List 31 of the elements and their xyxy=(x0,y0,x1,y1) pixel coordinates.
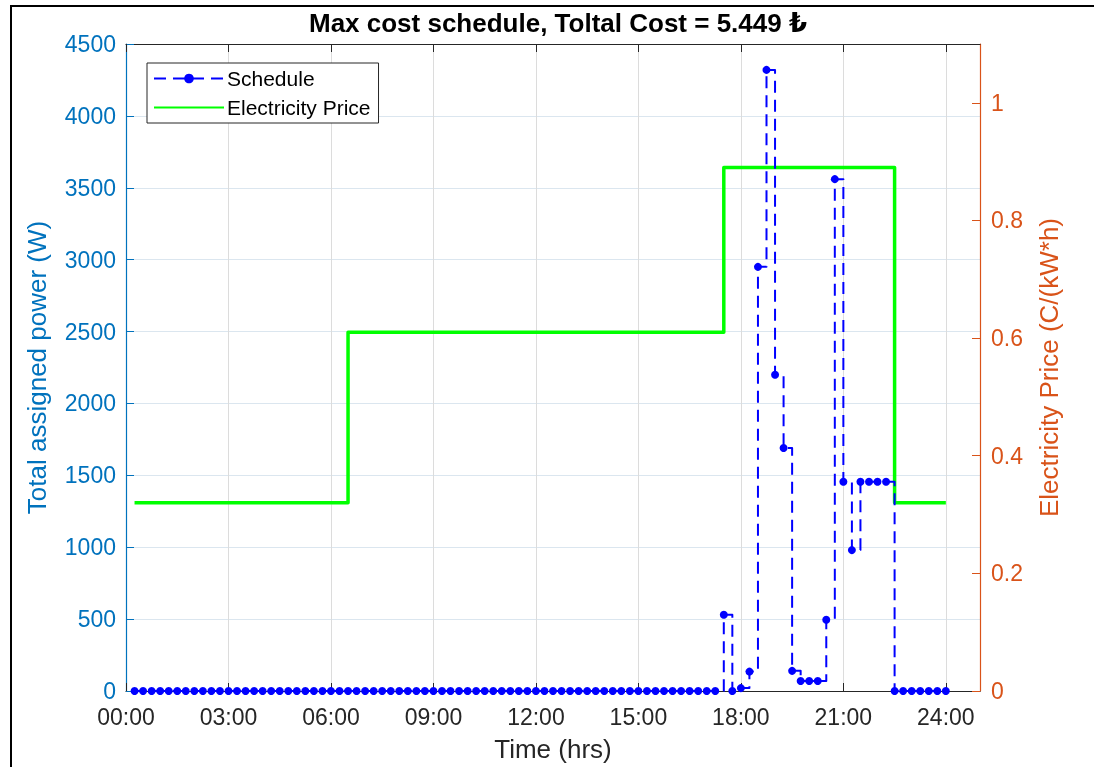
chart-title: Max cost schedule, Toltal Cost = 5.449 ₺ xyxy=(308,8,808,38)
y2-tick-label: 0.6 xyxy=(991,325,1023,352)
y-tick-label: 1000 xyxy=(64,534,116,561)
y-tick-label: 500 xyxy=(77,606,116,633)
y-tick-label: 3500 xyxy=(64,174,116,201)
y-axis-title: Total assigned power (W) xyxy=(22,220,52,515)
y-tick-label: 4500 xyxy=(64,31,116,57)
x-tick-label: 09:00 xyxy=(404,703,463,730)
y-tick-label: 1500 xyxy=(64,462,116,489)
y-tick-label: 2500 xyxy=(64,318,116,345)
y2-tick-label: 0.8 xyxy=(991,207,1023,234)
y-tick-label: 0 xyxy=(103,678,116,704)
x-tick-label: 06:00 xyxy=(302,703,360,730)
y2-tick-label: 0.4 xyxy=(991,442,1024,469)
x-tick-label: 24:00 xyxy=(917,703,975,730)
y2-tick-label: 1 xyxy=(991,89,1004,116)
x-tick-label: 00:00 xyxy=(97,703,155,730)
y2-tick-label: 0.2 xyxy=(991,560,1023,587)
y2-axis-title: Electricity Price (C/(kW*h) xyxy=(1034,217,1064,518)
y2-tick-label: 0 xyxy=(991,678,1004,704)
x-tick-label: 15:00 xyxy=(609,703,668,730)
x-tick-label: 03:00 xyxy=(199,703,258,730)
y-tick-label: 2000 xyxy=(64,390,116,417)
x-axis-title: Time (hrs) xyxy=(494,734,612,764)
legend-label: Schedule xyxy=(227,67,315,90)
y-tick-label: 4000 xyxy=(64,102,116,129)
x-tick-label: 21:00 xyxy=(814,703,873,730)
y-tick-label: 3000 xyxy=(64,246,116,273)
x-tick-label: 18:00 xyxy=(712,703,770,730)
legend-label: Electricity Price xyxy=(227,96,371,119)
x-tick-label: 12:00 xyxy=(507,703,565,730)
